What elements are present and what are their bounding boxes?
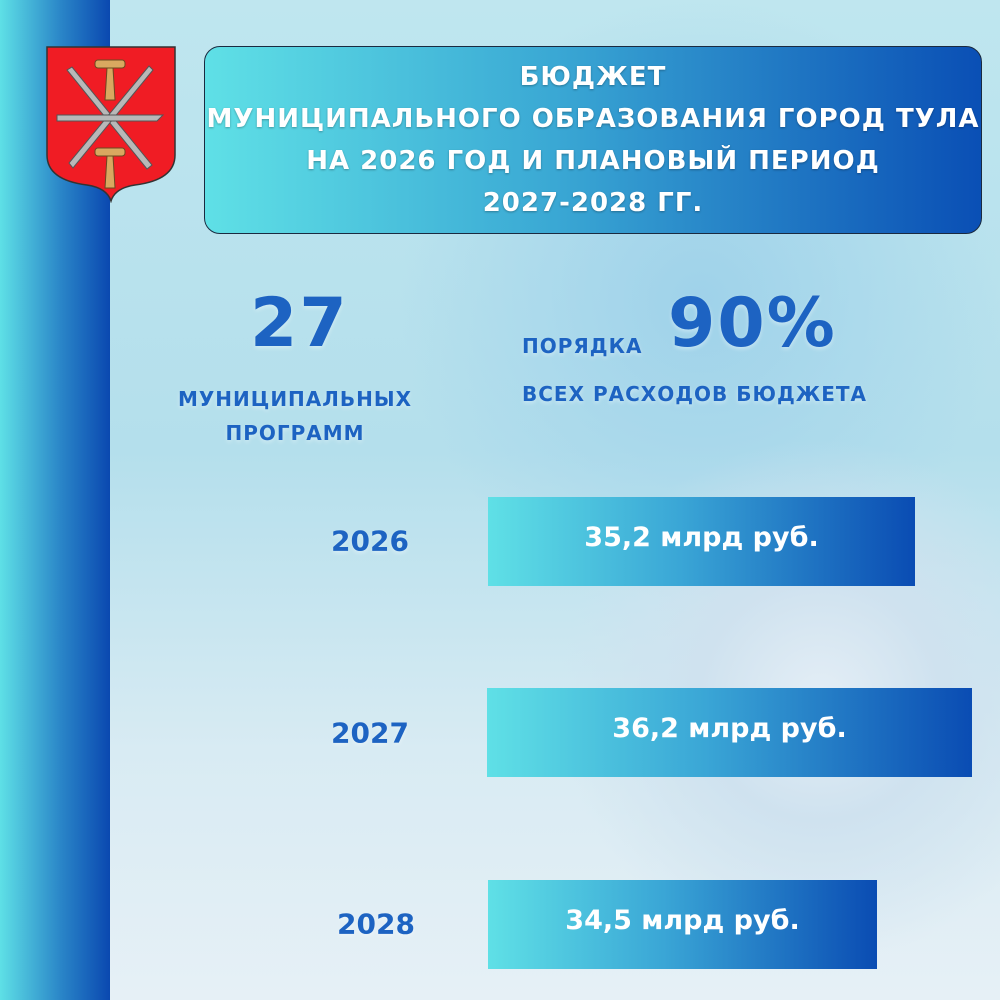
share-value: 90% — [668, 284, 837, 363]
title-line: МУНИЦИПАЛЬНОГО ОБРАЗОВАНИЯ ГОРОД ТУЛА — [206, 104, 980, 134]
coat-of-arms-icon — [46, 46, 176, 203]
title-line: БЮДЖЕТ — [519, 62, 667, 92]
budget-bar-2027: 36,2 млрд руб. — [487, 688, 972, 777]
title-line: 2027-2028 ГГ. — [482, 188, 704, 218]
page-title: БЮДЖЕТ МУНИЦИПАЛЬНОГО ОБРАЗОВАНИЯ ГОРОД … — [204, 46, 982, 234]
programs-label: МУНИЦИПАЛЬНЫХ ПРОГРАММ — [150, 382, 440, 450]
programs-count: 27 — [250, 284, 349, 363]
budget-amount: 34,5 млрд руб. — [565, 905, 800, 936]
budget-amount: 35,2 млрд руб. — [584, 522, 819, 553]
programs-label-line: ПРОГРАММ — [225, 421, 365, 445]
budget-bar-2026: 35,2 млрд руб. — [488, 497, 915, 586]
title-line: НА 2026 ГОД И ПЛАНОВЫЙ ПЕРИОД — [306, 146, 880, 176]
year-label: 2026 — [331, 524, 409, 558]
budget-bar-2028: 34,5 млрд руб. — [488, 880, 877, 969]
programs-label-line: МУНИЦИПАЛЬНЫХ — [177, 387, 413, 411]
share-prefix: ПОРЯДКА — [522, 334, 643, 358]
year-label: 2028 — [337, 907, 415, 941]
budget-amount: 36,2 млрд руб. — [612, 713, 847, 744]
share-label: ВСЕХ РАСХОДОВ БЮДЖЕТА — [522, 382, 868, 406]
year-label: 2027 — [331, 716, 409, 750]
